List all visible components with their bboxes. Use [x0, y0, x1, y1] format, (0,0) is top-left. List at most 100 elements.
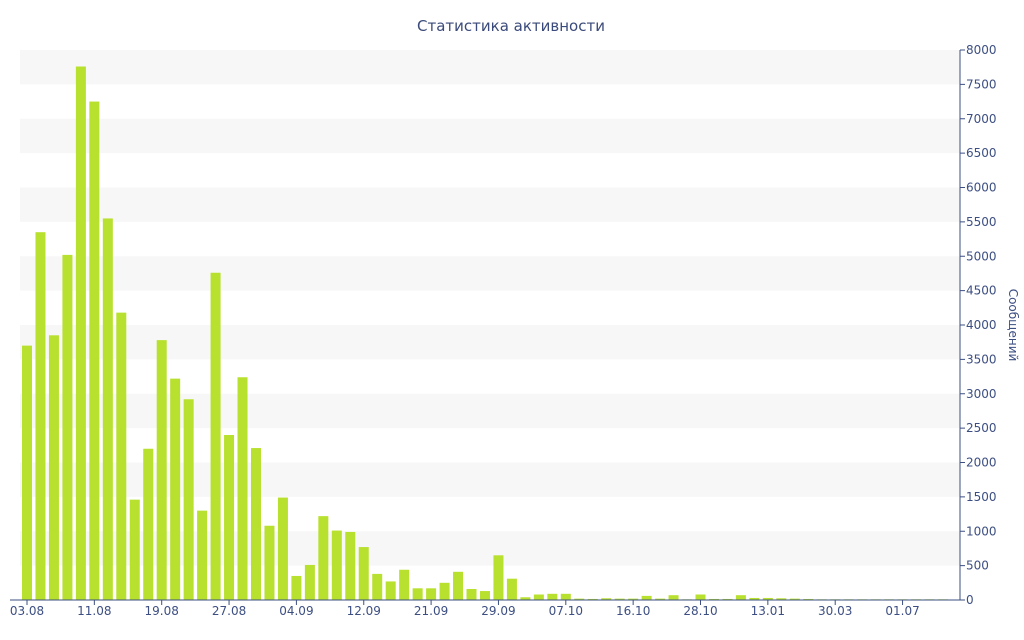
bar[interactable] [358, 547, 369, 600]
y-tick-label: 3000 [966, 387, 997, 401]
bar[interactable] [116, 312, 127, 601]
bar[interactable] [466, 589, 477, 600]
bar[interactable] [345, 531, 356, 600]
bar[interactable] [412, 588, 423, 600]
x-axis: 03.08 11.08 19.08 27.08 04.09 12.09 21.09 29.09… [10, 599, 960, 618]
bar[interactable] [695, 594, 706, 601]
y-tick-label: 0 [966, 593, 974, 607]
y-tick-label: 500 [966, 559, 989, 573]
bar[interactable] [197, 510, 208, 601]
bar[interactable] [520, 597, 531, 600]
x-tick-label: 07.10 [549, 604, 583, 618]
y-tick-label: 4000 [966, 318, 997, 332]
x-tick-label: 03.08 [10, 604, 44, 618]
x-tick-label: 30.03 [818, 604, 852, 618]
bar[interactable] [372, 573, 383, 601]
grid-band [20, 325, 960, 360]
bar[interactable] [655, 598, 666, 601]
bar[interactable] [762, 597, 773, 600]
x-tick-label: 12.09 [347, 604, 381, 618]
y-tick-label: 2500 [966, 421, 997, 435]
x-tick-label: 01.07 [885, 604, 919, 618]
x-tick-label: 21.09 [414, 604, 448, 618]
bar[interactable] [89, 101, 100, 600]
y-tick-label: 5000 [966, 249, 997, 263]
bar[interactable] [277, 497, 288, 600]
x-tick-label: 29.09 [481, 604, 515, 618]
x-tick-label: 16.10 [616, 604, 650, 618]
y-tick-label: 6000 [966, 181, 997, 195]
bar[interactable] [776, 598, 787, 600]
bar[interactable] [291, 575, 302, 600]
bar[interactable] [75, 66, 86, 601]
y-tick-label: 6500 [966, 146, 997, 160]
bar[interactable] [735, 595, 746, 600]
y-axis: 0 500 1000 1500 2000 2500 3000 3500 4000 4500 5000… [959, 43, 997, 607]
bar[interactable] [62, 254, 73, 600]
bar[interactable] [224, 435, 235, 600]
bar[interactable] [641, 595, 652, 601]
x-tick-label: 19.08 [145, 604, 179, 618]
bar[interactable] [560, 593, 571, 600]
y-tick-label: 4500 [966, 284, 997, 298]
grid-band [20, 50, 960, 85]
bar[interactable] [749, 597, 760, 600]
chart-title: Статистика активности [417, 17, 605, 35]
y-tick-label: 8000 [966, 43, 997, 57]
y-tick-label: 7000 [966, 112, 997, 126]
y-tick-label: 3500 [966, 352, 997, 366]
bar[interactable] [264, 525, 275, 600]
bar[interactable] [601, 598, 612, 600]
y-axis-label: Сообщений [1006, 289, 1020, 362]
bar[interactable] [722, 598, 733, 600]
bar[interactable] [668, 595, 679, 600]
bar[interactable] [587, 598, 598, 600]
bars-group [22, 66, 948, 601]
bar[interactable] [250, 448, 261, 600]
bar[interactable] [479, 591, 490, 600]
bar[interactable] [102, 218, 113, 600]
bar[interactable] [22, 345, 32, 601]
bar[interactable] [533, 594, 544, 601]
bar[interactable] [210, 272, 221, 600]
bar[interactable] [547, 593, 558, 600]
bar[interactable] [129, 499, 140, 601]
bar[interactable] [439, 582, 450, 600]
grid-band [20, 187, 960, 222]
bar[interactable] [237, 377, 248, 600]
bar[interactable] [385, 581, 396, 600]
bar[interactable] [493, 555, 504, 600]
x-tick-label: 04.09 [279, 604, 313, 618]
bar[interactable] [453, 571, 464, 600]
bar[interactable] [304, 564, 315, 600]
bar[interactable] [426, 588, 437, 600]
x-tick-label: 28.10 [683, 604, 717, 618]
bar[interactable] [318, 516, 329, 601]
bar[interactable] [399, 569, 410, 600]
grid-band [20, 118, 960, 154]
y-tick-label: 7500 [966, 77, 997, 91]
bar[interactable] [803, 598, 814, 600]
bar[interactable] [48, 335, 59, 600]
grid-band [20, 256, 960, 291]
grid-bands [20, 50, 960, 566]
bar[interactable] [143, 448, 154, 600]
x-tick-label: 27.08 [212, 604, 246, 618]
bar[interactable] [170, 378, 181, 601]
y-tick-label: 5500 [966, 215, 997, 229]
bar[interactable] [156, 340, 167, 601]
bar[interactable] [708, 598, 719, 600]
bar[interactable] [331, 530, 342, 600]
x-tick-label: 13.01 [751, 604, 785, 618]
bar[interactable] [574, 598, 585, 601]
x-tick-label: 11.08 [77, 604, 111, 618]
bar[interactable] [628, 598, 639, 601]
y-tick-label: 1000 [966, 524, 997, 538]
y-tick-label: 2000 [966, 456, 997, 470]
bar[interactable] [183, 399, 194, 600]
bar[interactable] [506, 578, 517, 600]
bar[interactable] [614, 598, 625, 601]
bar[interactable] [35, 232, 46, 600]
bar[interactable] [789, 598, 800, 601]
